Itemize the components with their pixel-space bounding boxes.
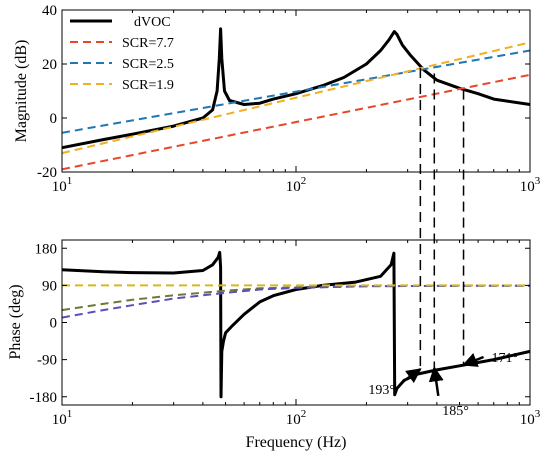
annotation-arrow [462,353,485,367]
magnitude-ytick-label: 40 [42,3,57,19]
magnitude-ticks: -20 0 20 40 101 102 103 [37,3,541,195]
magnitude-xtick-label: 101 [52,175,73,195]
phase-ytick-label: 180 [35,241,58,257]
annotation-arrow [428,366,444,397]
legend-label-scr-1-9: SCR=1.9 [122,78,174,93]
legend-label-scr-2-5: SCR=2.5 [122,57,174,72]
legend-label-dvoc: dVOC [134,15,171,30]
crossover-lines [419,68,465,370]
annotation-label: 185° [442,404,469,419]
magnitude-ytick-label: -20 [37,165,57,181]
phase-ytick-label: 0 [50,316,58,332]
phase-panel: -180 -90 0 90 180 101 102 103 Phase (deg) [7,239,541,428]
magnitude-xtick-label: 102 [286,175,307,195]
phase-series-dvoc [61,250,531,399]
phase-xtick-label: 103 [520,408,541,428]
magnitude-ylabel: Magnitude (dB) [13,40,30,143]
annotation-label: 193° [368,383,395,398]
magnitude-series-group [61,27,531,171]
phase-ticks: -180 -90 0 90 180 101 102 103 [30,240,541,428]
phase-series-group [61,250,531,399]
phase-xtick-label: 101 [52,408,73,428]
annotation-arrow [401,368,422,384]
phase-margin-annotations: 193° 185° 171° [368,351,518,419]
magnitude-panel: -20 0 20 40 101 102 103 Magnitude (dB) dVOC SCR… [13,3,541,195]
phase-xtick-label: 102 [286,408,307,428]
legend-label-scr-7-7: SCR=7.7 [122,36,174,51]
magnitude-series-scr-1-9 [61,41,531,155]
magnitude-series-scr-7-7 [61,73,531,171]
magnitude-series-scr-2-5 [61,49,531,134]
phase-ytick-label: -180 [30,390,58,406]
magnitude-ytick-label: 20 [42,57,57,73]
annotation-label: 171° [492,351,519,366]
frequency-xlabel: Frequency (Hz) [246,434,347,451]
magnitude-ytick-label: 0 [50,111,58,127]
phase-ytick-label: 90 [42,278,57,294]
phase-plot-frame [61,239,531,406]
magnitude-legend: dVOC SCR=7.7 SCR=2.5 SCR=1.9 [70,15,174,93]
magnitude-xtick-label: 103 [520,175,541,195]
phase-ylabel: Phase (deg) [7,284,24,359]
phase-ytick-label: -90 [37,353,57,369]
